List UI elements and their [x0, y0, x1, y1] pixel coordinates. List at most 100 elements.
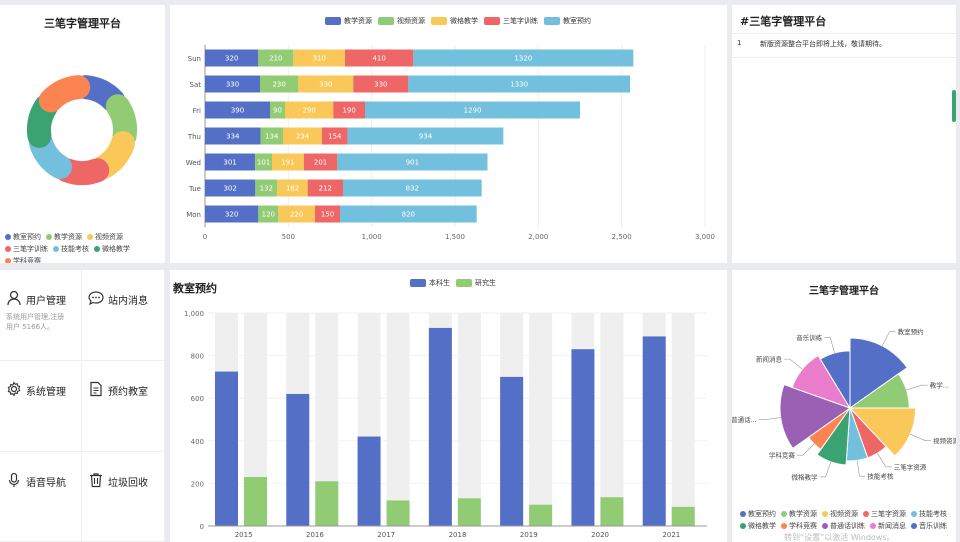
legend-swatch	[740, 511, 746, 517]
pie-legend-item[interactable]: 教室预约	[740, 508, 776, 520]
news-title: #三笔字管理平台	[740, 15, 827, 28]
menu-description: 系统用户管理,注册用户 5166人。	[6, 313, 65, 331]
pie-legend-item[interactable]: 音乐训练	[911, 520, 947, 532]
x-tick-label: 1,000	[362, 233, 382, 241]
menu-site-messages[interactable]: 站内消息	[82, 270, 165, 361]
column-bar	[215, 371, 238, 526]
column-legend-item[interactable]: 本科生	[410, 279, 450, 287]
bar-segment	[255, 179, 278, 197]
pie-label-line	[906, 384, 928, 391]
legend-swatch	[5, 246, 11, 252]
pie-slice	[819, 350, 851, 410]
donut-legend-item[interactable]: 三笔字训练	[5, 243, 48, 255]
column-legend-item[interactable]: 研究生	[456, 279, 496, 287]
bar-legend-item[interactable]: 三笔字训练	[484, 17, 538, 25]
bar-segment	[340, 205, 477, 223]
column-bar	[386, 500, 410, 526]
legend-swatch	[87, 234, 93, 240]
legend-label: 音乐训练	[919, 522, 947, 530]
legend-swatch	[5, 234, 11, 240]
pie-slice-label: 视频资源	[933, 436, 956, 445]
legend-label: 教室预约	[563, 17, 591, 25]
pie-slice	[816, 406, 851, 466]
donut-legend-item[interactable]: 微格教学	[94, 243, 130, 255]
stacked-bar-chart: 0 500 1,000 1,500 2,000 2,500 3,000 Mon 320 120 22…	[186, 45, 715, 241]
legend-label: 微格教学	[102, 245, 130, 253]
x-tick-label: 2020	[591, 531, 609, 539]
legend-label: 学科竞赛	[13, 257, 41, 263]
pie-legend-item[interactable]: 新闻消息	[870, 520, 906, 532]
donut-legend-item[interactable]: 视频资源	[87, 231, 123, 243]
x-tick-label: 2021	[662, 531, 680, 539]
menu-user-management[interactable]: 用户管理 系统用户管理,注册用户 5166人。	[0, 270, 82, 361]
x-tick-label: 500	[282, 233, 295, 241]
legend-label: 教学资源	[344, 17, 372, 25]
bar-segment	[322, 127, 348, 145]
column-bar	[357, 436, 381, 526]
bar-data-label: 330	[374, 81, 387, 89]
legend-label: 视频资源	[397, 17, 425, 25]
donut-legend-item[interactable]: 教室预约	[5, 231, 41, 243]
column-bar	[642, 336, 666, 526]
bar-legend-item[interactable]: 教室预约	[544, 17, 591, 25]
donut-legend-item[interactable]: 学科竞赛	[5, 255, 41, 263]
bar-data-label: 220	[290, 211, 303, 219]
pie-label-line	[824, 337, 835, 354]
legend-label: 技能考核	[61, 245, 89, 253]
bar-data-label: 301	[223, 159, 236, 167]
donut-legend-item[interactable]: 技能考核	[53, 243, 89, 255]
bar-data-label: 120	[262, 211, 275, 219]
pie-legend-item[interactable]: 视频资源	[822, 508, 858, 520]
legend-swatch	[456, 279, 472, 287]
bar-legend-item[interactable]: 微格教学	[431, 17, 478, 25]
pie-title: 三笔字管理平台	[809, 286, 879, 297]
column-bar	[529, 504, 553, 526]
x-tick-label: 2,000	[528, 233, 548, 241]
pie-legend-item[interactable]: 微格教学	[740, 520, 776, 532]
menu-grid-panel: 用户管理 系统用户管理,注册用户 5166人。 站内消息 系统管理 预约教室 语…	[0, 270, 165, 542]
bar-data-label: 90	[273, 107, 282, 115]
menu-system-management[interactable]: 系统管理	[0, 361, 82, 452]
bar-data-label: 334	[226, 133, 240, 141]
x-tick-label: 0	[203, 233, 207, 241]
column-legend: 本科生 研究生	[410, 278, 502, 288]
bar-data-label: 201	[314, 159, 327, 167]
legend-label: 教室预约	[13, 233, 41, 241]
bar-segment	[365, 101, 580, 119]
bar-segment	[347, 127, 504, 145]
bar-data-label: 234	[296, 133, 310, 141]
legend-swatch	[46, 234, 52, 240]
legend-label: 三笔字训练	[503, 17, 538, 25]
bar-segment	[337, 153, 488, 171]
bar-data-label: 1330	[510, 81, 528, 89]
column-chart-panel: 教室预约 本科生 研究生 0 200 400 600 800 1,000 2015 2016 20…	[170, 270, 727, 542]
donut-legend-item[interactable]: 教学资源	[46, 231, 82, 243]
bar-segment	[270, 101, 285, 119]
scrollbar[interactable]	[952, 90, 956, 122]
bar-segment	[205, 179, 256, 197]
bar-data-label: 154	[328, 133, 342, 141]
pie-legend-item[interactable]: 技能考核	[911, 508, 947, 520]
pie-legend-item[interactable]: 普通话训练	[822, 520, 865, 532]
pie-legend-item[interactable]: 三笔字资源	[863, 508, 906, 520]
bar-legend-item[interactable]: 视频资源	[378, 17, 425, 25]
menu-label: 垃圾回收	[108, 478, 148, 489]
news-item[interactable]: 1 新版资源整合平台即将上线，敬请期待。	[732, 39, 956, 58]
column-bar	[428, 327, 452, 526]
menu-trash[interactable]: 垃圾回收	[82, 452, 165, 542]
pie-slice-label: 微格教学	[792, 472, 819, 481]
y-tick-label: Tue	[188, 185, 201, 193]
y-tick-label: 800	[191, 353, 204, 361]
pie-legend-item[interactable]: 学科竞赛	[781, 520, 817, 532]
bar-segment	[333, 101, 365, 119]
legend-label: 视频资源	[830, 510, 858, 518]
menu-reserve-classroom[interactable]: 预约教室	[82, 361, 165, 452]
y-tick-label: Sun	[188, 55, 201, 63]
pie-legend-item[interactable]: 教学资源	[781, 508, 817, 520]
bar-legend-item[interactable]: 教学资源	[325, 17, 372, 25]
bar-segment	[353, 75, 409, 93]
donut-legend: 教室预约 教学资源 视频资源三笔字训练 技能考核 微格教学学科竞赛	[5, 231, 165, 263]
pie-label-line	[783, 358, 803, 370]
bar-segment	[303, 153, 338, 171]
menu-voice-navigation[interactable]: 语音导航	[0, 452, 82, 542]
